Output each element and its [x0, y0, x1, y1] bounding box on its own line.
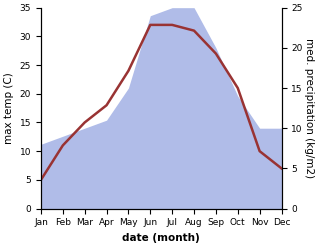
- X-axis label: date (month): date (month): [122, 233, 200, 243]
- Y-axis label: med. precipitation (kg/m2): med. precipitation (kg/m2): [304, 38, 314, 178]
- Y-axis label: max temp (C): max temp (C): [4, 72, 14, 144]
